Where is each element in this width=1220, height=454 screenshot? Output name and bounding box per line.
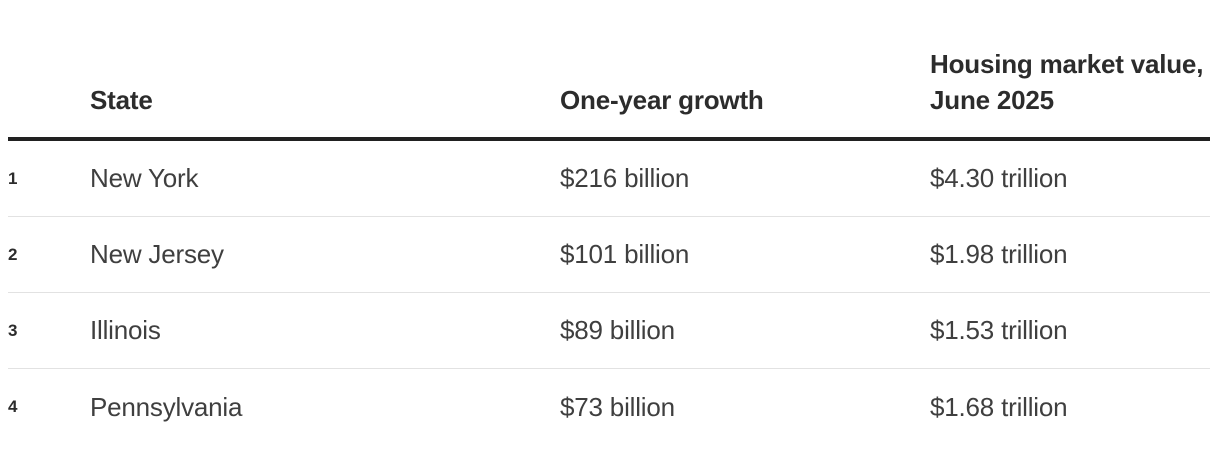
table-row: 4 Pennsylvania $73 billion $1.68 trillio… [8,369,1210,445]
value-cell: $4.30 trillion [930,163,1068,193]
header-one-year-growth: One-year growth [560,85,764,115]
state-cell: Illinois [90,315,161,345]
growth-cell: $73 billion [560,391,675,422]
growth-cell: $101 billion [560,239,690,269]
rank-cell: 4 [8,397,18,416]
table-row: 2 New Jersey $101 billion $1.98 trillion [8,217,1210,293]
state-cell: New York [90,163,199,193]
table-row: 3 Illinois $89 billion $1.53 trillion [8,293,1210,369]
value-cell: $1.98 trillion [930,239,1068,269]
housing-market-table: State One-year growth Housing market val… [8,0,1210,445]
growth-cell: $216 billion [560,163,690,193]
rank-cell: 2 [8,244,18,264]
rank-cell: 1 [8,168,18,188]
rank-cell: 3 [8,320,18,340]
growth-cell: $89 billion [560,315,675,345]
value-cell: $1.68 trillion [930,391,1068,422]
header-state: State [90,85,153,115]
state-cell: Pennsylvania [90,391,243,422]
state-cell: New Jersey [90,239,224,269]
value-cell: $1.53 trillion [930,315,1068,345]
table-header-row: State One-year growth Housing market val… [8,0,1210,141]
header-housing-market-value: Housing market value, June 2025 [930,49,1204,115]
table-row: 1 New York $216 billion $4.30 trillion [8,141,1210,217]
